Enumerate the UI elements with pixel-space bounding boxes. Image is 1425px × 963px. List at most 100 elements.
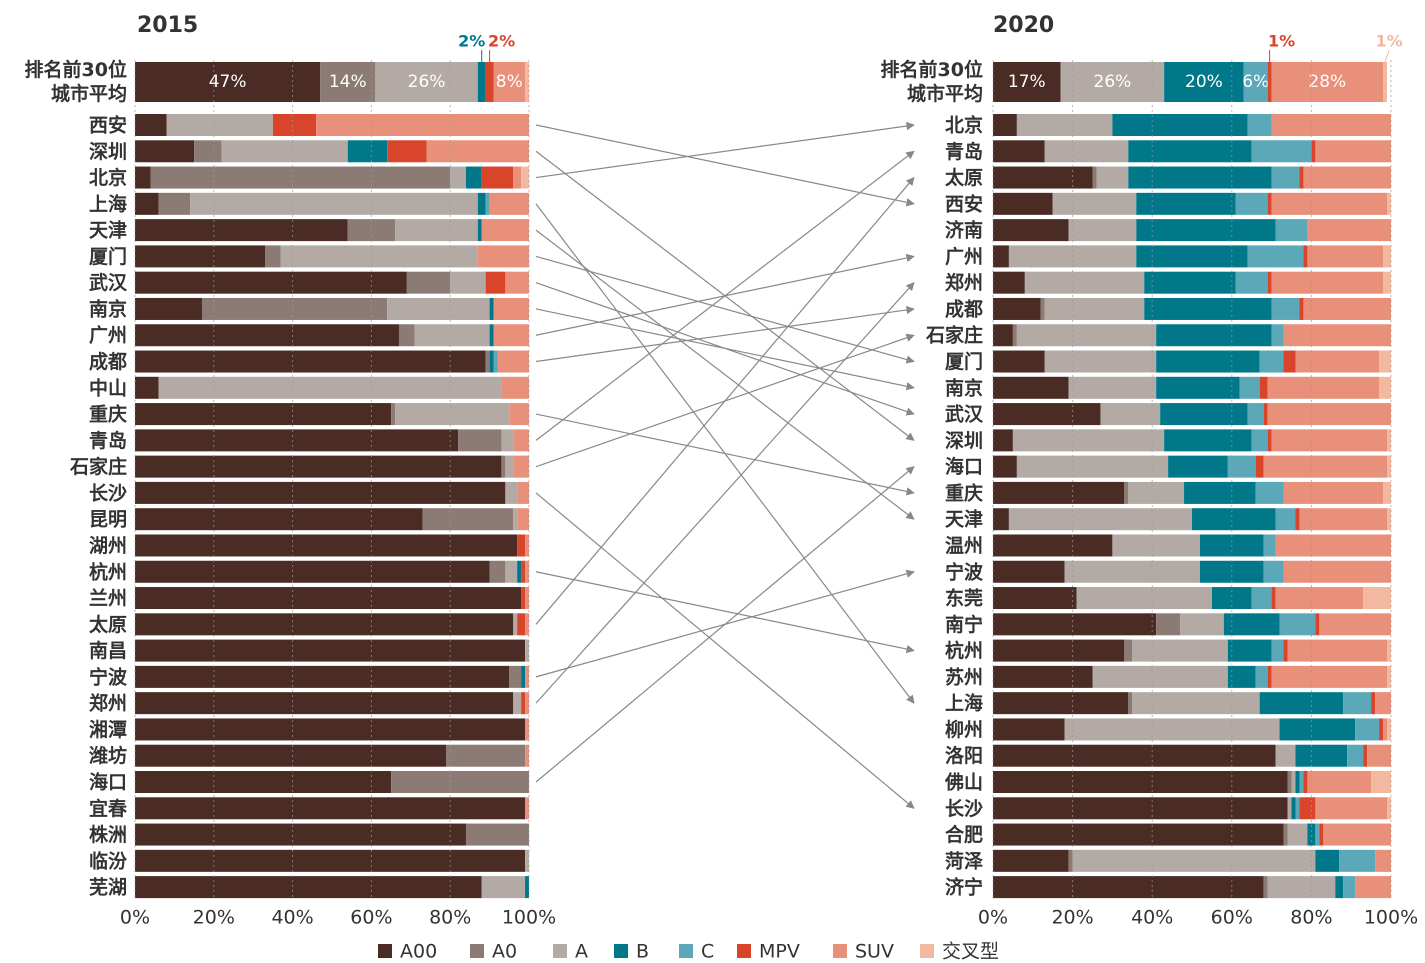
bar-segment	[190, 192, 478, 215]
bar-segment	[1068, 849, 1073, 872]
bar-segment	[489, 192, 529, 215]
category-label: 成都	[89, 350, 127, 373]
bar-segment	[1303, 245, 1308, 268]
category-label: 郑州	[945, 272, 983, 294]
bar-segment	[993, 429, 1013, 452]
category-label: 东莞	[945, 587, 983, 610]
bar-segment	[1144, 297, 1272, 320]
bar-segment	[1235, 271, 1268, 294]
legend-swatch	[737, 944, 751, 958]
bar-segment	[993, 692, 1129, 715]
bar-segment	[1156, 324, 1272, 347]
bar-segment	[489, 560, 506, 583]
bar-segment	[485, 62, 494, 102]
category-label: 苏州	[945, 665, 983, 688]
chart-title: 2020	[993, 13, 1054, 38]
bar-segment	[135, 376, 159, 399]
bar-segment	[1124, 481, 1129, 504]
bar-segment	[135, 692, 514, 715]
bar-segment	[525, 797, 529, 820]
bar-segment	[525, 613, 529, 636]
bar-segment	[521, 665, 526, 688]
bar-segment	[1383, 718, 1388, 741]
bar-segment	[1387, 665, 1391, 688]
bar-segment	[1271, 114, 1391, 136]
bar-segment	[1387, 455, 1391, 478]
bar-segment	[1287, 823, 1308, 846]
bar-segment	[1283, 481, 1384, 504]
bar-segment	[501, 429, 514, 452]
bar-segment	[513, 508, 518, 531]
bar-segment	[1271, 271, 1384, 294]
category-label: 南宁	[945, 613, 983, 636]
bar-segment	[993, 455, 1017, 478]
bar-segment	[1247, 245, 1304, 268]
category-label: 天津	[89, 219, 127, 242]
bar-segment	[993, 245, 1009, 268]
bar-segment	[521, 692, 526, 715]
category-label: 南京	[89, 297, 127, 320]
x-tick-label: 0%	[978, 907, 1008, 929]
bar-segment	[158, 192, 191, 215]
bar-segment	[375, 62, 478, 102]
bar-segment	[1271, 639, 1284, 662]
bar-segment	[1259, 692, 1344, 715]
x-tick-label: 80%	[1290, 907, 1332, 929]
legend-swatch	[378, 944, 392, 958]
x-tick-label: 100%	[502, 907, 556, 929]
bar-segment	[1180, 613, 1224, 636]
bar-segment	[1379, 350, 1391, 373]
bar-segment	[1044, 297, 1145, 320]
bar-segment	[1255, 455, 1264, 478]
category-label: 武汉	[945, 404, 984, 426]
bar-segment	[993, 744, 1276, 767]
bar-segment	[1255, 665, 1268, 688]
bar-segment	[993, 823, 1284, 846]
bar-segment	[1068, 376, 1157, 399]
bar-segment	[1371, 771, 1391, 793]
bar-segment	[135, 481, 506, 504]
value-label: 14%	[329, 72, 367, 92]
rank-arrow	[535, 305, 915, 363]
bar-segment	[1275, 508, 1296, 531]
bar-segment	[1299, 508, 1388, 531]
bar-segment	[1287, 639, 1388, 662]
bar-segment	[525, 587, 529, 610]
bar-segment	[1271, 587, 1276, 610]
bar-segment	[1263, 534, 1276, 557]
bar-segment	[1295, 771, 1300, 793]
bar-segment	[1339, 849, 1376, 872]
bar-segment	[1271, 429, 1388, 452]
bar-segment	[1259, 350, 1284, 373]
bar-segment	[1275, 219, 1308, 242]
category-label: 南京	[945, 376, 983, 399]
bar-segment	[391, 771, 529, 793]
bar-segment	[1267, 403, 1391, 426]
bar-segment	[1160, 403, 1248, 426]
category-label: 上海	[89, 192, 127, 215]
bar-segment	[465, 823, 529, 846]
bar-segment	[501, 376, 529, 399]
bar-segment	[426, 140, 529, 163]
bar-segment	[135, 849, 526, 872]
bar-segment	[1239, 376, 1260, 399]
rank-arrow	[535, 413, 915, 496]
category-label: 合肥	[945, 823, 983, 846]
bar-segment	[993, 219, 1069, 242]
bar-segment	[1263, 403, 1268, 426]
bar-segment	[1128, 481, 1185, 504]
bar-segment	[1387, 718, 1391, 741]
bar-segment	[1076, 587, 1212, 610]
category-label: 重庆	[89, 403, 127, 426]
bar-segment	[1255, 481, 1284, 504]
bar-segment	[387, 297, 490, 320]
bar-segment	[135, 534, 518, 557]
bar-segment	[1227, 639, 1272, 662]
bar-segment	[1008, 508, 1192, 531]
bar-segment	[1271, 324, 1284, 347]
bar-segment	[993, 560, 1065, 583]
bar-segment	[1132, 692, 1260, 715]
x-tick-label: 20%	[1051, 907, 1093, 929]
category-label: 武汉	[89, 272, 128, 294]
category-label: 洛阳	[945, 744, 983, 767]
